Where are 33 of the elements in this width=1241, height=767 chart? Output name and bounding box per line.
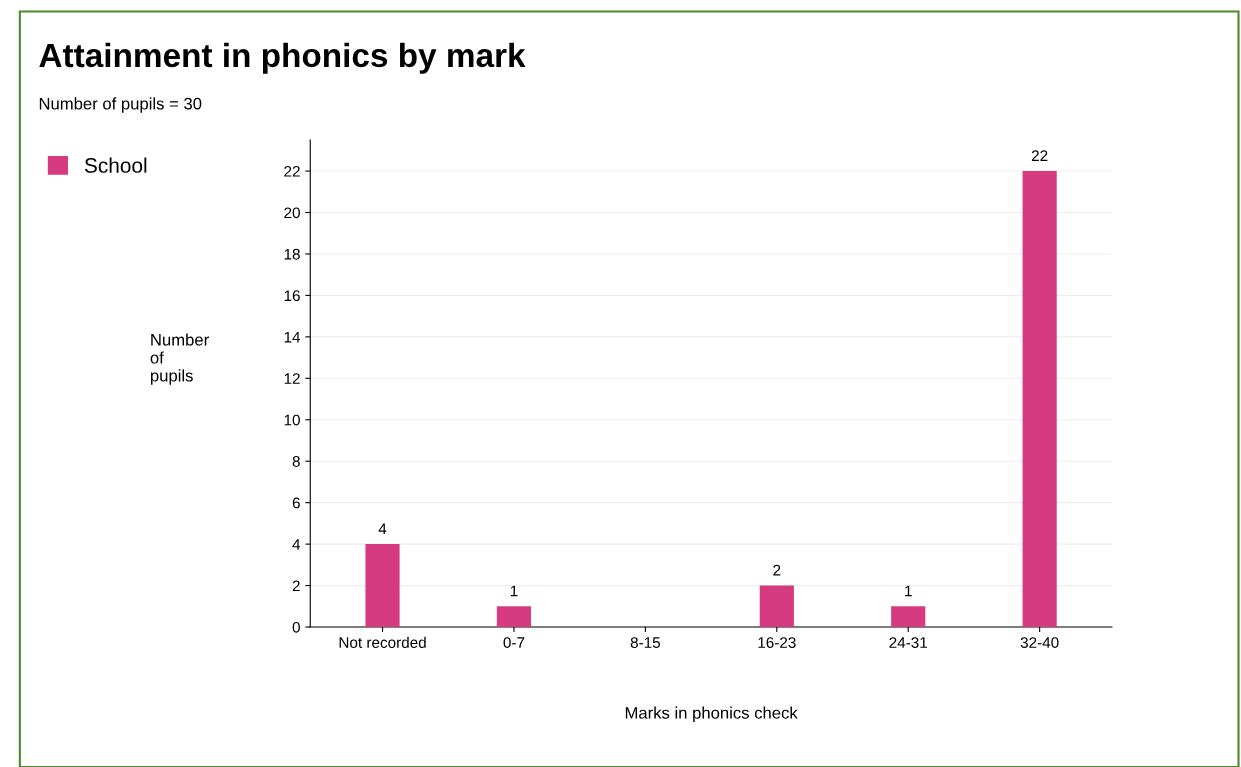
y-tick-label: 2 xyxy=(292,580,300,592)
text: Number of pupils = 30 xyxy=(39,97,202,113)
bar xyxy=(1022,171,1057,628)
x-axis-title: Marks in phonics check xyxy=(625,706,798,723)
data-label: 1 xyxy=(510,585,518,597)
x-tick-label: 16-23 xyxy=(758,637,796,648)
bar xyxy=(891,606,926,628)
y-tick-label: 0 xyxy=(292,621,300,633)
y-tick-label: 22 xyxy=(284,165,300,177)
y-tick-label: 16 xyxy=(284,290,300,302)
data-label: 22 xyxy=(1031,150,1048,161)
y-tick-label: 14 xyxy=(284,331,301,343)
y-axis-title: Number of pupils xyxy=(150,333,209,385)
y-tick-label: 4 xyxy=(292,539,301,550)
y-tick-label: 6 xyxy=(292,497,300,509)
y-tick-label: 8 xyxy=(292,456,300,467)
x-tick-label: 0-7 xyxy=(503,637,525,648)
y-tick-label: 12 xyxy=(284,373,300,384)
data-label: 4 xyxy=(378,523,387,535)
data-label: 1 xyxy=(905,585,912,597)
y-tick-label: 20 xyxy=(284,207,300,219)
bar xyxy=(759,585,794,628)
x-tick-label: 32-40 xyxy=(1020,637,1059,648)
bar xyxy=(365,544,400,628)
legend-label: School xyxy=(84,157,147,173)
y-tick-label: 18 xyxy=(284,248,300,260)
bar xyxy=(496,606,532,628)
chart-title: Attainment in phonics by mark xyxy=(39,42,526,74)
x-tick-label: 8-15 xyxy=(630,637,661,648)
x-tick-label: Not recorded xyxy=(339,636,426,648)
data-label: 2 xyxy=(773,564,781,576)
x-tick-label: 24-31 xyxy=(889,637,928,648)
y-tick-label: 10 xyxy=(284,414,300,426)
